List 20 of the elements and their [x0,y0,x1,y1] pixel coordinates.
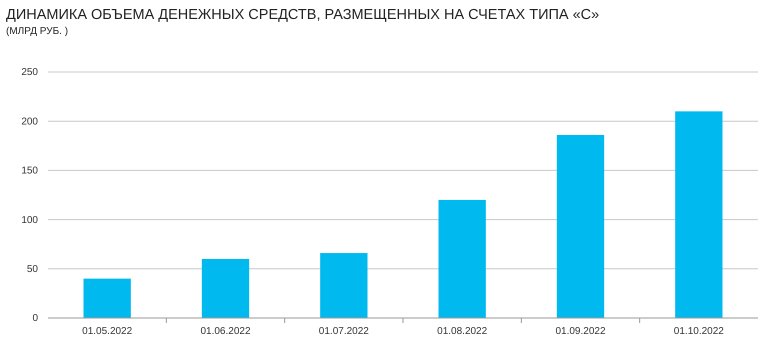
y-tick-label: 0 [32,313,38,324]
bar [556,134,604,318]
y-tick-label: 150 [21,166,38,177]
bar [202,258,250,318]
x-tick-label: 01.10.2022 [674,326,724,338]
y-tick-label: 250 [21,67,38,78]
bar [438,200,486,318]
chart-title: ДИНАМИКА ОБЪЕМА ДЕНЕЖНЫХ СРЕДСТВ, РАЗМЕЩЕННЫХ НА СЧЕТАХ ТИПА «С» [6,7,600,23]
x-tick-label: 01.09.2022 [555,326,606,338]
x-tick-label: 01.06.2022 [200,326,251,338]
bar [84,278,131,318]
x-tick-label: 01.05.2022 [82,326,133,338]
y-tick-label: 200 [21,116,38,128]
bar [675,111,722,318]
y-tick-label: 100 [21,214,38,226]
x-tick-label: 01.08.2022 [437,326,488,338]
chart-subtitle: (МЛРД РУБ. ) [6,26,68,37]
x-tick-label: 01.07.2022 [318,326,370,338]
bar [320,253,368,318]
y-tick-label: 50 [26,264,38,275]
